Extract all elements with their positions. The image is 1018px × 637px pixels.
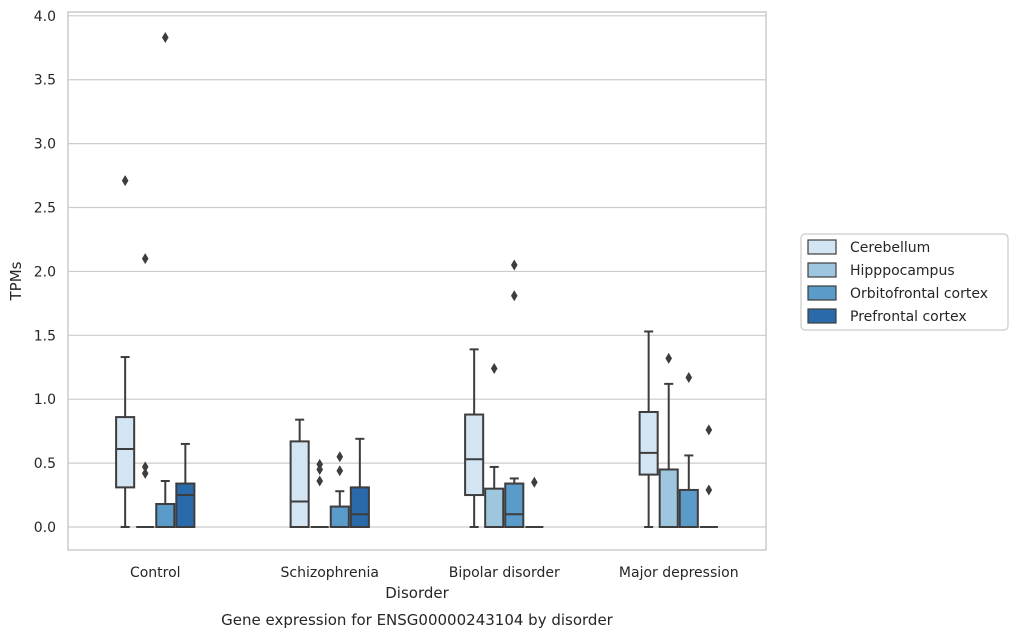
- box: [349, 437, 370, 528]
- box: [638, 330, 659, 528]
- box: [658, 352, 679, 528]
- x-tick-label: Major depression: [619, 565, 739, 581]
- x-axis-ticks: Control Schizophrenia Bipolar disorder Majo…: [130, 565, 739, 581]
- box-iqr: [175, 482, 196, 528]
- legend-entry: Cerebellum: [850, 240, 930, 256]
- outlier-point: [121, 175, 129, 187]
- y-tick-label: 2.0: [34, 264, 56, 280]
- outlier-point: [705, 424, 713, 436]
- y-tick-label: 2.5: [34, 201, 56, 217]
- box: [136, 253, 155, 528]
- box-iqr: [115, 416, 136, 489]
- outlier-point: [510, 259, 518, 271]
- box: [329, 451, 350, 528]
- box: [289, 418, 310, 528]
- box-iqr: [504, 482, 525, 528]
- y-tick-label: 0.0: [34, 520, 56, 536]
- legend-entry: Orbitofrontal cortex: [850, 286, 988, 302]
- box: [678, 371, 699, 528]
- box-iqr: [349, 486, 370, 528]
- y-tick-label: 1.5: [34, 328, 56, 344]
- box-iqr: [464, 413, 485, 497]
- series-cerebellum: [115, 175, 659, 528]
- outlier-point: [316, 458, 324, 470]
- legend: Cerebellum Hipppocampus Orbitofrontal cort…: [800, 233, 1009, 331]
- chart-caption: Gene expression for ENSG00000243104 by d…: [221, 611, 614, 629]
- outlier-point: [685, 371, 693, 383]
- legend-swatch: [807, 308, 837, 324]
- box-iqr: [155, 502, 176, 528]
- outlier-point: [510, 290, 518, 302]
- y-tick-label: 1.0: [34, 392, 56, 408]
- outlier-point: [336, 465, 344, 477]
- series-prefrontal-cortex: [175, 424, 718, 528]
- outlier-point: [141, 467, 149, 479]
- box: [525, 476, 544, 528]
- y-tick-label: 3.0: [34, 137, 56, 153]
- x-tick-label: Schizophrenia: [281, 565, 379, 581]
- legend-entry: Hipppocampus: [850, 263, 955, 279]
- x-tick-label: Control: [130, 565, 181, 581]
- outlier-point: [705, 484, 713, 496]
- box-iqr: [329, 505, 350, 528]
- y-axis-ticks: 0.0 0.5 1.0 1.5 2.0 2.5 3.0 3.5 4.0: [34, 9, 56, 536]
- plot-frame: [67, 11, 767, 551]
- box-iqr: [484, 487, 505, 528]
- box: [175, 442, 196, 528]
- box-iqr: [678, 488, 699, 528]
- outlier-point: [665, 352, 673, 364]
- outlier-point: [141, 253, 149, 265]
- box-iqr: [658, 468, 679, 528]
- outlier-point: [531, 476, 538, 488]
- outlier-point: [336, 451, 344, 463]
- box-series: [115, 32, 718, 528]
- box: [484, 363, 505, 528]
- box: [115, 175, 136, 528]
- outlier-point: [161, 32, 169, 44]
- box: [504, 259, 525, 528]
- outlier-point: [316, 475, 324, 487]
- series-orbitofrontal-cortex: [155, 32, 699, 528]
- series-hipppocampus: [136, 253, 679, 528]
- y-axis-label: TPMs: [7, 261, 25, 301]
- outlier-point: [490, 363, 498, 375]
- legend-entry: Prefrontal cortex: [850, 309, 967, 325]
- legend-swatch: [807, 285, 837, 301]
- y-tick-label: 3.5: [34, 73, 56, 89]
- x-tick-label: Bipolar disorder: [449, 565, 560, 581]
- box: [464, 348, 485, 528]
- box-iqr: [289, 440, 310, 528]
- y-tick-label: 0.5: [34, 456, 56, 472]
- legend-swatch: [807, 262, 837, 278]
- box: [155, 32, 176, 528]
- legend-swatch: [807, 239, 837, 255]
- x-axis-label: Disorder: [385, 584, 449, 602]
- box-iqr: [638, 410, 659, 476]
- box: [699, 424, 718, 528]
- outlier-point: [141, 461, 149, 473]
- legend-frame: [800, 233, 1009, 331]
- box: [310, 458, 329, 528]
- y-tick-label: 4.0: [34, 9, 56, 25]
